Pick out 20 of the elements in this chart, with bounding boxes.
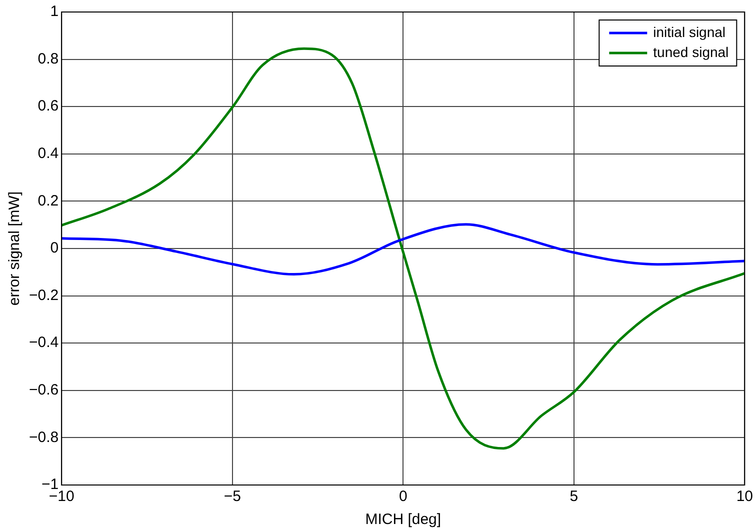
y-axis-title: error signal [mW] xyxy=(6,191,24,306)
x-tick-label: 5 xyxy=(570,488,578,506)
y-tick-label: −0.6 xyxy=(28,382,59,399)
y-tick-label: −0.8 xyxy=(28,428,59,446)
legend-label: initial signal xyxy=(653,24,726,40)
y-tick-label: 0.2 xyxy=(38,192,59,210)
y-tick-label: −0.4 xyxy=(28,334,59,352)
y-tick-label: −0.2 xyxy=(28,286,59,304)
y-tick-label: 1 xyxy=(50,3,59,20)
y-tick-label: 0.4 xyxy=(38,145,59,162)
line-series xyxy=(62,47,745,450)
legend-label: tuned signal xyxy=(653,44,729,60)
x-axis-title: MICH [deg] xyxy=(365,511,442,528)
y-tick-label: 0.8 xyxy=(38,50,59,68)
y-tick-label: 0.6 xyxy=(38,98,59,115)
line-series xyxy=(62,223,745,276)
x-tick-label: 0 xyxy=(398,488,408,506)
x-tick-label: 10 xyxy=(736,488,753,506)
x-tick-label: −5 xyxy=(224,488,241,506)
y-tick-label: 0 xyxy=(50,240,59,257)
